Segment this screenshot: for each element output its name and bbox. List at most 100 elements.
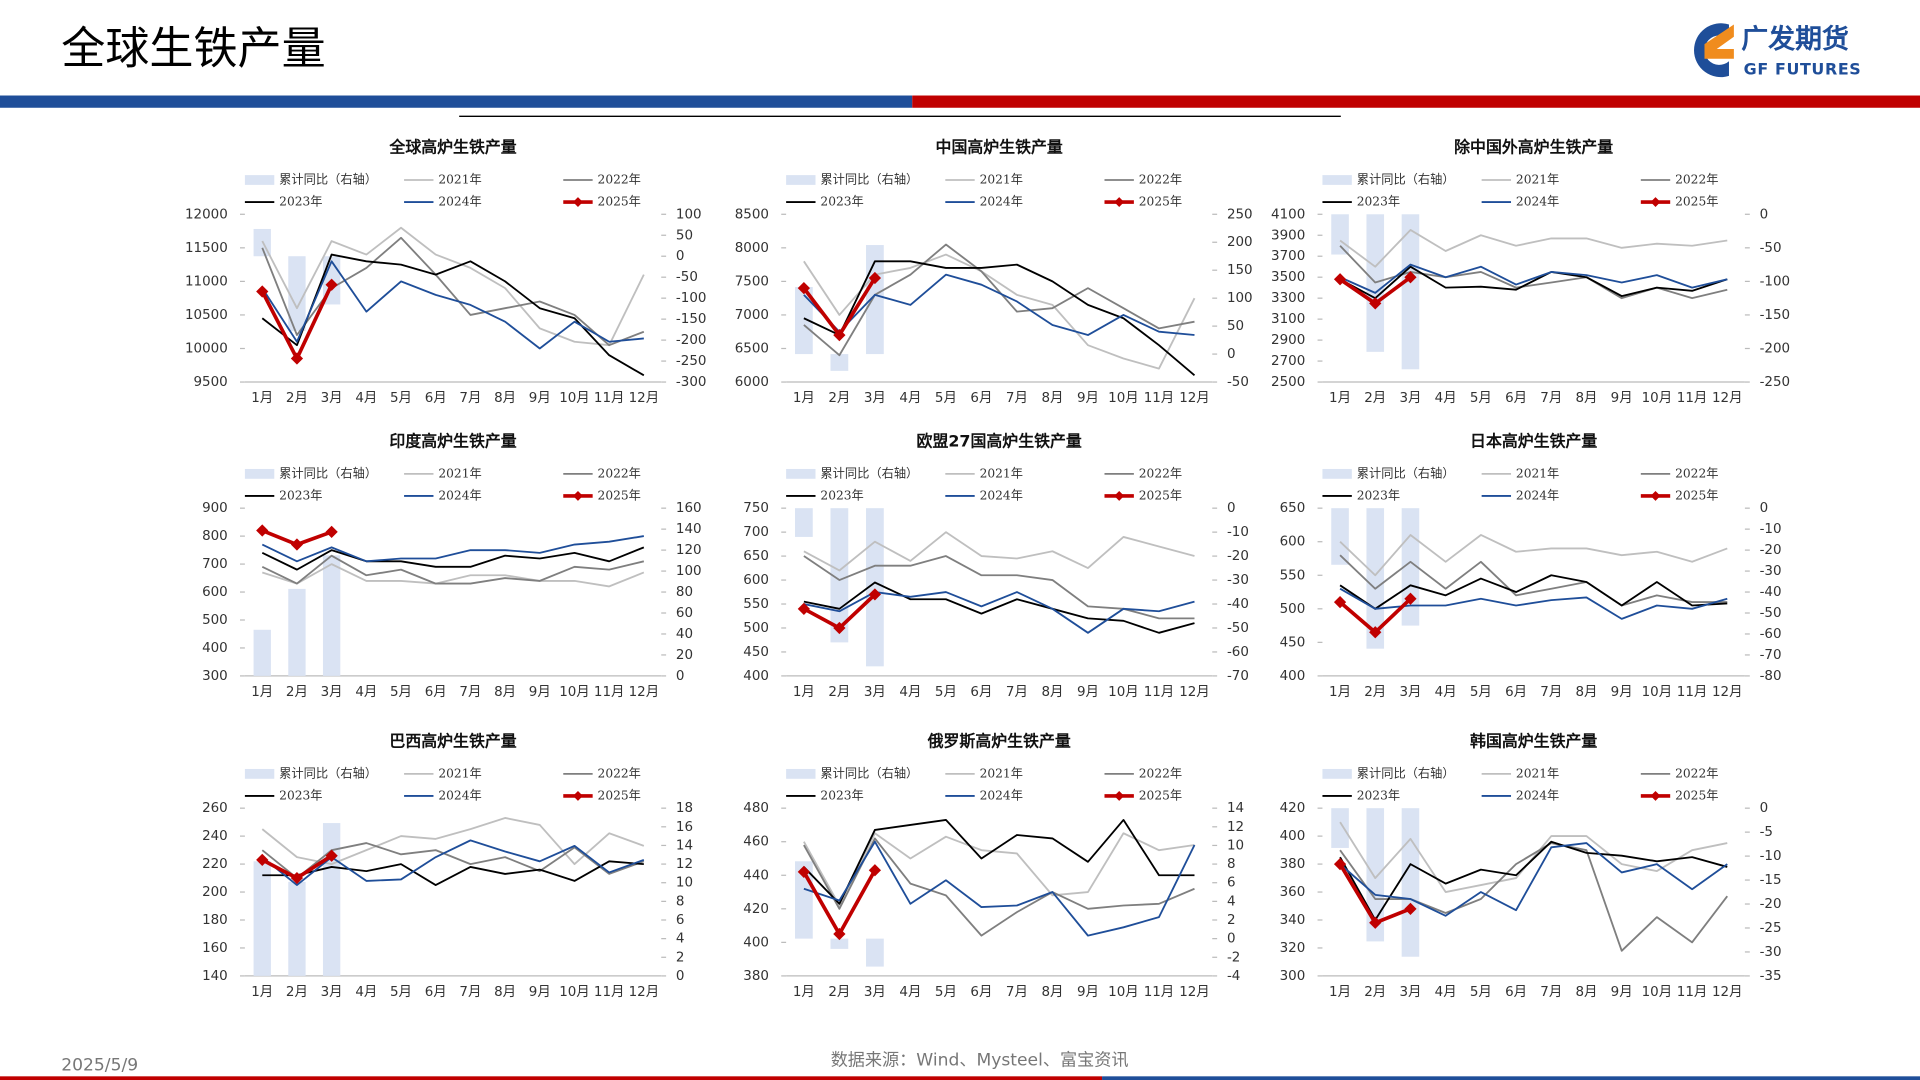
chart-title: 韩国高炉生铁产量 [1470,732,1597,751]
legend-marker [1650,791,1661,801]
point-marker [833,328,846,342]
legend-label: 2025年 [1139,488,1182,502]
x-tick-label: 8月 [1041,391,1063,406]
bar [288,588,306,676]
x-tick-label: 12月 [1179,985,1210,1000]
legend-swatch [786,768,816,779]
x-tick-label: 1月 [251,685,273,700]
legend-label: 2022年 [1139,766,1182,780]
y-tick-label: 600 [1280,535,1306,550]
legend-label: 累计同比（右轴） [279,765,377,780]
logo-mark-blue [1694,23,1729,78]
line-series [1339,229,1728,268]
y2-tick-label: 50 [1227,319,1244,334]
y-tick-label: 240 [202,829,228,844]
legend-label: 2021年 [438,173,481,187]
line-series [803,591,1195,634]
y-tick-label: 11500 [185,241,228,256]
y-tick-label: 6500 [735,341,769,356]
footer-date: 2025/5/9 [61,1055,138,1075]
logo-name-en: GF FUTURES [1744,59,1862,78]
x-tick-label: 9月 [1077,391,1099,406]
y2-tick-label: -200 [676,333,707,348]
y-tick-label: 3300 [1271,291,1305,306]
legend-label: 2023年 [1357,195,1400,209]
y-tick-label: 9500 [194,375,228,390]
x-tick-label: 11月 [594,985,625,1000]
x-tick-label: 4月 [355,985,377,1000]
point-marker [1333,273,1347,286]
header-band-blue [0,95,913,108]
y2-tick-label: 100 [1227,291,1253,306]
point-marker [1333,857,1347,871]
x-tick-label: 3月 [321,685,343,700]
line-series [261,842,645,880]
header-band-red [912,95,1920,108]
line-series [261,554,645,585]
y-tick-label: 380 [1280,857,1306,872]
x-tick-label: 6月 [425,685,447,700]
x-tick-label: 10月 [1642,391,1673,406]
y2-tick-label: -60 [1227,645,1249,660]
y2-tick-label: -80 [1760,669,1782,684]
y2-tick-label: 4 [1227,894,1236,909]
y2-tick-label: -50 [676,270,698,285]
y-tick-label: 500 [743,621,769,636]
y2-tick-label: 14 [1227,801,1244,816]
x-tick-label: 10月 [1642,985,1673,1000]
y2-tick-label: -50 [1227,621,1249,636]
x-tick-label: 3月 [321,985,343,1000]
line-series [803,840,1196,937]
x-tick-label: 6月 [425,391,447,406]
legend-label: 2025年 [598,788,641,802]
y2-tick-label: 6 [676,913,685,928]
line-series [1339,534,1728,577]
legend-swatch [786,175,816,185]
x-tick-label: 12月 [1712,391,1743,406]
line-series [261,546,645,571]
legend-marker [1114,491,1125,501]
x-tick-label: 10月 [1108,391,1139,406]
legend-label: 累计同比（右轴） [1357,765,1455,780]
x-tick-label: 12月 [629,391,660,406]
legend-label: 2023年 [820,195,863,209]
x-tick-label: 4月 [1435,985,1457,1000]
y2-tick-label: 16 [676,820,693,835]
x-tick-label: 7月 [1006,685,1028,700]
line-series [1339,554,1728,607]
y2-tick-label: -250 [676,354,707,369]
x-tick-label: 11月 [594,391,625,406]
point-marker [290,538,304,551]
y2-tick-label: 10 [1227,838,1244,853]
x-tick-label: 6月 [425,985,447,1000]
y-tick-label: 380 [743,969,769,984]
legend-label: 2023年 [820,488,863,502]
x-tick-label: 2月 [1364,985,1386,1000]
y-tick-label: 140 [202,969,228,984]
legend-label: 2023年 [279,488,322,502]
point-marker [833,927,846,941]
x-tick-label: 6月 [1505,985,1527,1000]
bar [322,555,341,676]
x-tick-label: 1月 [1329,391,1351,406]
y2-tick-label: 2 [676,950,685,965]
x-tick-label: 6月 [970,685,992,700]
y-tick-label: 2700 [1271,354,1305,369]
y2-tick-label: 6 [1227,876,1236,891]
legend-label: 2025年 [1139,788,1182,802]
point-marker [256,853,269,867]
y2-tick-label: -20 [1227,549,1249,564]
chart-title: 俄罗斯高炉生铁产量 [927,732,1071,751]
line-series [1339,265,1728,300]
y-tick-label: 10500 [185,308,228,323]
legend-label: 2024年 [1516,195,1559,209]
y2-tick-label: 0 [1760,207,1769,222]
x-tick-label: 6月 [970,391,992,406]
legend-swatch [244,175,275,185]
chart-title: 中国高炉生铁产量 [936,138,1063,157]
